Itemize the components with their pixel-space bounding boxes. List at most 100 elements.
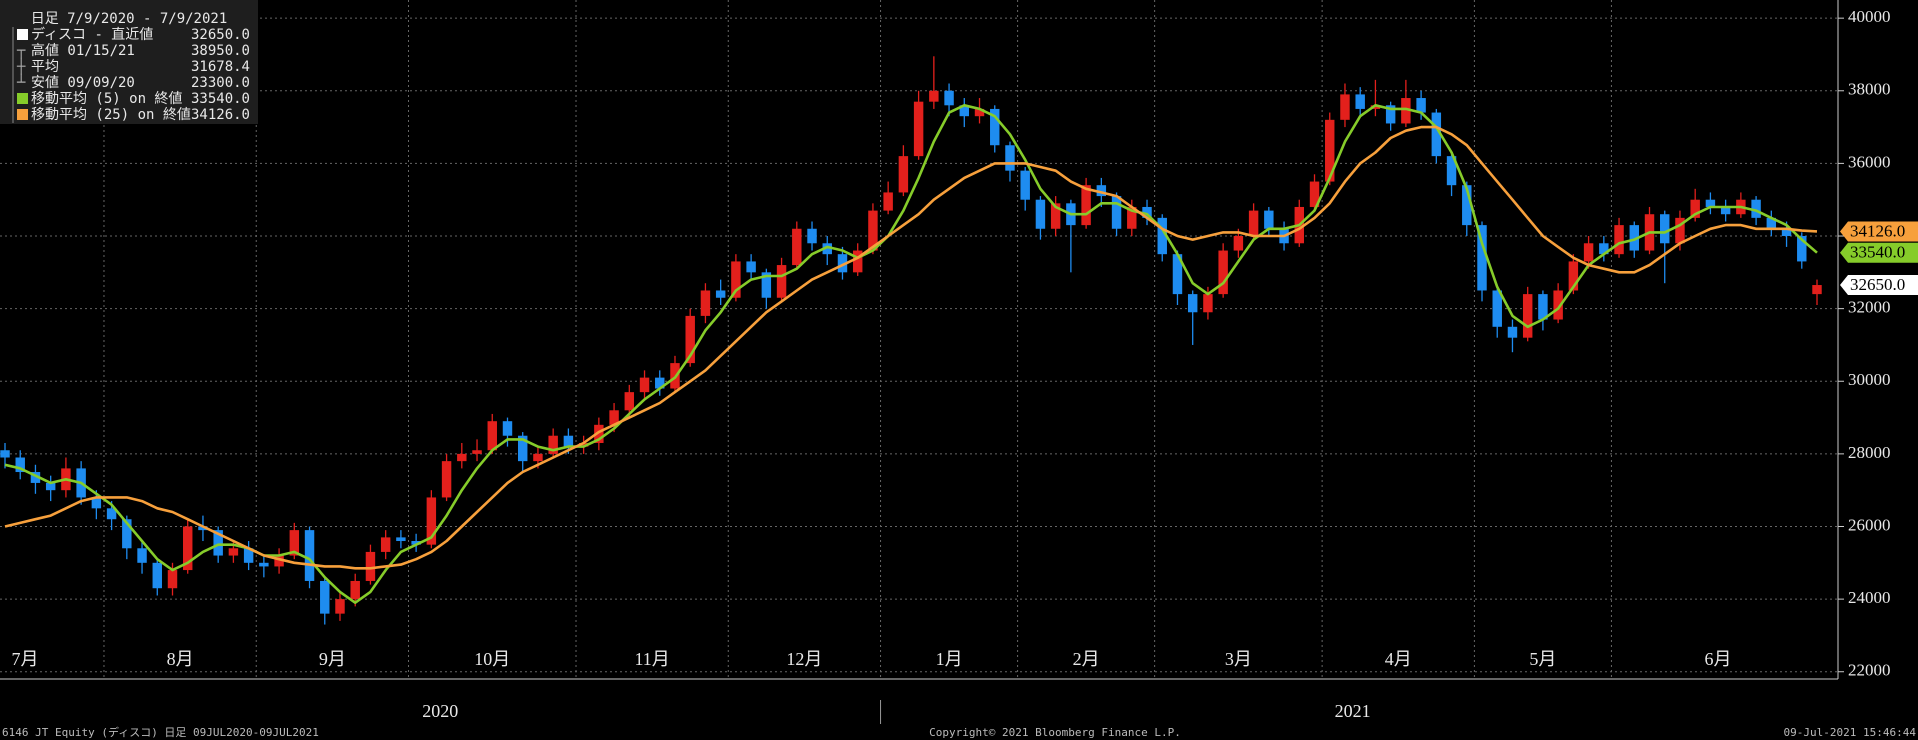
- candle-body: [259, 562, 269, 567]
- y-tick-label: 32000: [1848, 298, 1891, 317]
- candle-body: [1401, 98, 1411, 124]
- candle-body: [1157, 217, 1167, 255]
- candle-body: [1538, 294, 1548, 320]
- legend-swatch: [17, 109, 28, 120]
- candle-body: [106, 508, 117, 520]
- candle-body: [1005, 145, 1015, 171]
- candle-body: [517, 435, 528, 462]
- year-label: 2020: [422, 701, 458, 721]
- candle-body: [776, 265, 787, 298]
- candle-body: [1035, 199, 1046, 229]
- moving-average-line: [4, 125, 1818, 570]
- candle-body: [137, 548, 147, 563]
- candle-body: [563, 435, 574, 447]
- candle-body: [411, 541, 421, 545]
- chart-title: 日足 7/9/2020 - 7/9/2021: [31, 11, 228, 27]
- candle-body: [45, 482, 56, 491]
- candle-body: [1187, 294, 1198, 313]
- candle-body: [700, 290, 711, 316]
- candle-body: [929, 90, 939, 102]
- candle-body: [792, 228, 802, 266]
- candle-body: [1325, 119, 1335, 182]
- plot: [0, 56, 1822, 625]
- y-tick-label: 26000: [1848, 515, 1891, 534]
- value-tag-label: 34126.0: [1850, 221, 1905, 240]
- candle-body: [1172, 254, 1183, 295]
- legend-value: 38950.0: [191, 43, 250, 59]
- legend-label: ディスコ - 直近値: [31, 26, 153, 43]
- value-tag: 33540.0: [1840, 243, 1918, 263]
- legend-value: 31678.4: [191, 59, 250, 75]
- candle-body: [365, 551, 376, 581]
- candle-body: [1492, 290, 1502, 327]
- candle-body: [959, 105, 970, 117]
- candle-body: [1233, 236, 1244, 251]
- legend-label: 安値 09/09/20: [31, 75, 135, 91]
- candle-body: [1431, 112, 1442, 157]
- value-tag: 34126.0: [1840, 221, 1918, 242]
- candle-body: [990, 108, 1000, 146]
- candle-body: [1096, 185, 1107, 197]
- year-label: 2021: [1335, 701, 1371, 721]
- legend-value: 23300.0: [191, 75, 250, 91]
- x-tick-label: 1月: [936, 649, 963, 669]
- x-tick-label: 2月: [1073, 649, 1100, 669]
- candle-body: [655, 377, 665, 389]
- candle-body: [1660, 214, 1670, 244]
- candle-body: [685, 315, 695, 364]
- value-tag-box: [1840, 275, 1918, 296]
- candle-body: [731, 261, 741, 298]
- candle-body: [1111, 196, 1122, 229]
- candle-body: [944, 90, 954, 106]
- candle-body: [1081, 185, 1091, 226]
- candle-body: [1614, 225, 1624, 255]
- candle-body: [594, 424, 604, 443]
- candle-body: [1507, 326, 1518, 338]
- candle-body: [30, 472, 41, 483]
- candle-body: [1142, 206, 1152, 218]
- candle-body: [1385, 105, 1396, 124]
- y-tick-label: 24000: [1848, 588, 1891, 607]
- candle-body: [974, 108, 985, 117]
- candle-body: [1462, 185, 1472, 226]
- candle-body: [1583, 243, 1594, 262]
- candle-body: [274, 555, 284, 567]
- candle-body: [1705, 199, 1716, 207]
- moving-average-line: [4, 104, 1818, 604]
- candle-body: [320, 580, 330, 614]
- candle-body: [548, 435, 558, 454]
- candle-body: [198, 526, 208, 531]
- candle-body: [822, 243, 832, 255]
- y-tick-label: 30000: [1848, 370, 1891, 389]
- candle-body: [122, 519, 132, 549]
- candle-body: [1781, 228, 1792, 237]
- x-tick-label: 9月: [319, 649, 346, 669]
- value-tag-box: [1840, 242, 1918, 263]
- legend-value: 32650.0: [191, 27, 250, 43]
- legend-swatch: [17, 29, 28, 40]
- footer-left: 6146 JT Equity (ディスコ) 日足 09JUL2020-09JUL…: [2, 725, 319, 739]
- candle-body: [837, 254, 848, 273]
- x-tick-label: 10月: [474, 649, 510, 669]
- x-tick-label: 12月: [786, 649, 822, 669]
- candle-body: [426, 497, 437, 545]
- y-tick-label: 38000: [1848, 80, 1891, 99]
- x-tick-label: 7月: [12, 649, 39, 669]
- candle-body: [1599, 243, 1609, 255]
- candle-body: [396, 537, 406, 542]
- candle-body: [1720, 206, 1731, 215]
- candle-body: [441, 461, 452, 498]
- x-tick-label: 5月: [1529, 649, 1556, 669]
- candle-body: [1370, 105, 1381, 109]
- candle-body: [1355, 94, 1365, 109]
- candle-body: [0, 450, 10, 458]
- candle-body: [472, 450, 482, 454]
- candle-body: [578, 442, 589, 447]
- footer-right: 09-Jul-2021 15:46:44: [1784, 726, 1917, 739]
- candle-body: [167, 570, 178, 589]
- candle-body: [1248, 210, 1259, 237]
- legend-glyph: ┼: [16, 57, 26, 75]
- candle-body: [152, 562, 162, 589]
- candle-body: [289, 530, 300, 556]
